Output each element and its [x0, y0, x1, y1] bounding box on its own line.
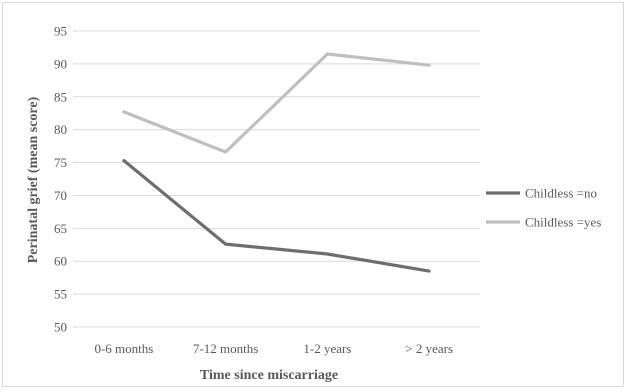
legend-label: Childless =no — [525, 186, 597, 201]
y-tick-label: 95 — [54, 24, 67, 39]
y-tick-label: 70 — [54, 188, 67, 203]
y-tick-label: 55 — [54, 287, 67, 302]
y-tick-labels: 50 55 60 65 70 75 80 85 90 95 — [54, 24, 67, 335]
gridlines — [73, 30, 480, 328]
y-axis-title: Perinatal grief (mean score) — [26, 96, 41, 263]
y-tick-label: 90 — [54, 56, 67, 71]
x-tick-label: 0-6 months — [94, 341, 153, 356]
x-tick-labels: 0-6 months 7-12 months 1-2 years > 2 years — [94, 341, 453, 356]
series-lines — [122, 52, 431, 273]
x-axis-title: Time since miscarriage — [200, 368, 338, 383]
x-tick-label: > 2 years — [405, 341, 453, 356]
y-tick-label: 75 — [54, 155, 67, 170]
x-tick-label: 1-2 years — [303, 341, 351, 356]
y-tick-label: 50 — [54, 320, 67, 335]
y-tick-label: 85 — [54, 89, 67, 104]
legend-label: Childless =yes — [525, 215, 601, 230]
x-tick-label: 7-12 months — [193, 341, 258, 356]
series-line-childless-yes — [122, 52, 431, 154]
y-tick-label: 80 — [54, 122, 67, 137]
y-tick-label: 60 — [54, 254, 67, 269]
legend: Childless =no Childless =yes — [486, 186, 601, 230]
y-tick-label: 65 — [54, 221, 67, 236]
series-line-childless-no — [122, 159, 431, 273]
